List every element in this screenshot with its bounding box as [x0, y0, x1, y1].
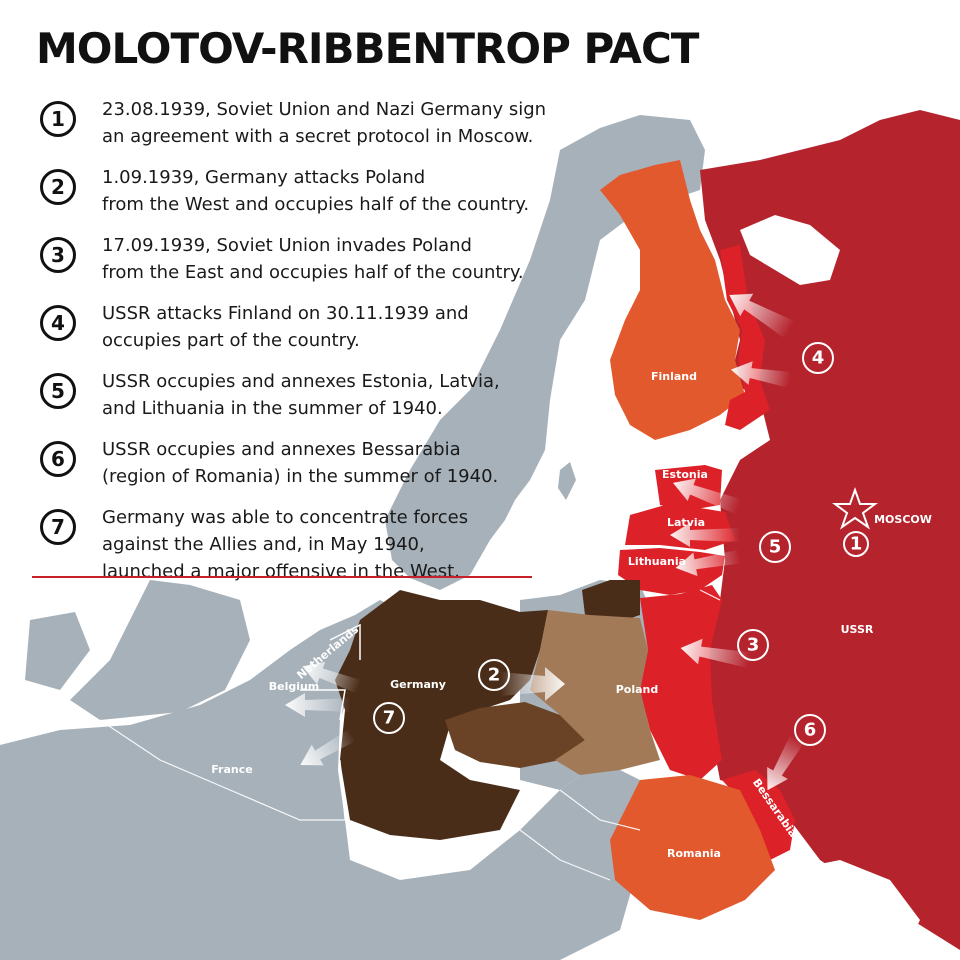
- borders: [99, 589, 721, 881]
- white-sea: [740, 215, 840, 285]
- event-item-1: 1 23.08.1939, Soviet Union and Nazi Germ…: [40, 96, 580, 150]
- event-text-7: Germany was able to concentrate forces a…: [102, 507, 469, 582]
- event-text-2: 1.09.1939, Germany attacks Poland from t…: [102, 167, 530, 215]
- event-text-4: USSR attacks Finland on 30.11.1939 and o…: [102, 303, 469, 351]
- arrow-7-west: [285, 693, 350, 717]
- event-text-1: 23.08.1939, Soviet Union and Nazi German…: [102, 99, 547, 147]
- svg-text:6: 6: [804, 720, 817, 741]
- event-text-5: USSR occupies and annexes Estonia, Latvi…: [102, 371, 500, 419]
- event-number-7: 7: [40, 509, 76, 545]
- map-label-germany: Germany: [390, 678, 446, 691]
- region-karelia: [720, 245, 770, 430]
- event-number-5: 5: [40, 373, 76, 409]
- map-label-france: France: [211, 763, 252, 776]
- map-marker-2: 2: [478, 659, 510, 691]
- map-label-belgium: Belgium: [269, 680, 320, 693]
- map-marker-4: 4: [802, 342, 834, 374]
- svg-text:1: 1: [850, 534, 863, 555]
- region-romania: [610, 775, 775, 920]
- map-marker-5: 5: [759, 531, 791, 563]
- event-number-4: 4: [40, 305, 76, 341]
- text-divider: [32, 576, 532, 578]
- arrow-7-southwest: [300, 728, 356, 766]
- event-item-7: 7 Germany was able to concentrate forces…: [40, 504, 580, 585]
- arrow-4-north: [729, 293, 795, 339]
- map-label-estonia: Estonia: [662, 468, 708, 481]
- event-number-3: 3: [40, 237, 76, 273]
- map-label-ussr: USSR: [841, 623, 874, 636]
- page-title: MOLOTOV-RIBBENTROP PACT: [36, 24, 699, 73]
- land-scandinavia: [385, 115, 705, 590]
- event-item-4: 4 USSR attacks Finland on 30.11.1939 and…: [40, 300, 580, 354]
- land-island: [558, 462, 576, 500]
- event-text-6: USSR occupies and annexes Bessarabia (re…: [102, 439, 499, 487]
- region-east-prussia: [582, 580, 640, 625]
- map-label-romania: Romania: [667, 847, 721, 860]
- arrow-5-estonia: [673, 478, 742, 515]
- land-ireland: [25, 612, 90, 690]
- map-marker-7: 7: [373, 702, 405, 734]
- black-sea: [790, 860, 920, 960]
- land-western-europe: [0, 600, 640, 960]
- arrow-4-south: [730, 361, 792, 388]
- event-number-2: 2: [40, 169, 76, 205]
- arrow-7-northwest: [302, 661, 362, 694]
- map-label-finland: Finland: [651, 370, 697, 383]
- map-label-lithuania: Lithuania: [628, 555, 686, 568]
- arrow-2: [500, 667, 565, 701]
- moscow-star-icon: [832, 487, 878, 530]
- svg-text:7: 7: [383, 708, 396, 729]
- region-ussr-islands: [878, 118, 925, 176]
- map-label-poland: Poland: [616, 683, 659, 696]
- event-number-1: 1: [40, 101, 76, 137]
- arrow-5-latvia: [670, 523, 740, 547]
- map-label-latvia: Latvia: [667, 516, 705, 529]
- region-western-poland: [530, 610, 660, 775]
- map-marker-3: 3: [737, 629, 769, 661]
- event-list: 1 23.08.1939, Soviet Union and Nazi Germ…: [40, 96, 580, 585]
- attack-arrows: [285, 293, 805, 791]
- region-finland: [600, 160, 745, 440]
- arrow-6: [767, 734, 805, 791]
- svg-text:4: 4: [812, 348, 825, 369]
- land-britain: [70, 580, 250, 720]
- svg-text:3: 3: [747, 635, 760, 656]
- event-item-6: 6 USSR occupies and annexes Bessarabia (…: [40, 436, 580, 490]
- svg-text:5: 5: [769, 537, 782, 558]
- map-label-moscow: MOSCOW: [874, 513, 932, 526]
- map-marker-1: 1: [843, 531, 869, 557]
- region-germany: [335, 590, 548, 840]
- event-text-3: 17.09.1939, Soviet Union invades Poland …: [102, 235, 524, 283]
- map-marker-6: 6: [794, 714, 826, 746]
- region-eastern-poland: [640, 585, 722, 780]
- event-number-6: 6: [40, 441, 76, 477]
- event-item-5: 5 USSR occupies and annexes Estonia, Lat…: [40, 368, 580, 422]
- svg-text:2: 2: [488, 665, 501, 686]
- event-item-3: 3 17.09.1939, Soviet Union invades Polan…: [40, 232, 580, 286]
- arrow-3: [680, 638, 751, 669]
- event-item-2: 2 1.09.1939, Germany attacks Poland from…: [40, 164, 580, 218]
- arrow-5-lithuania: [675, 549, 741, 577]
- region-bohemia: [445, 702, 585, 768]
